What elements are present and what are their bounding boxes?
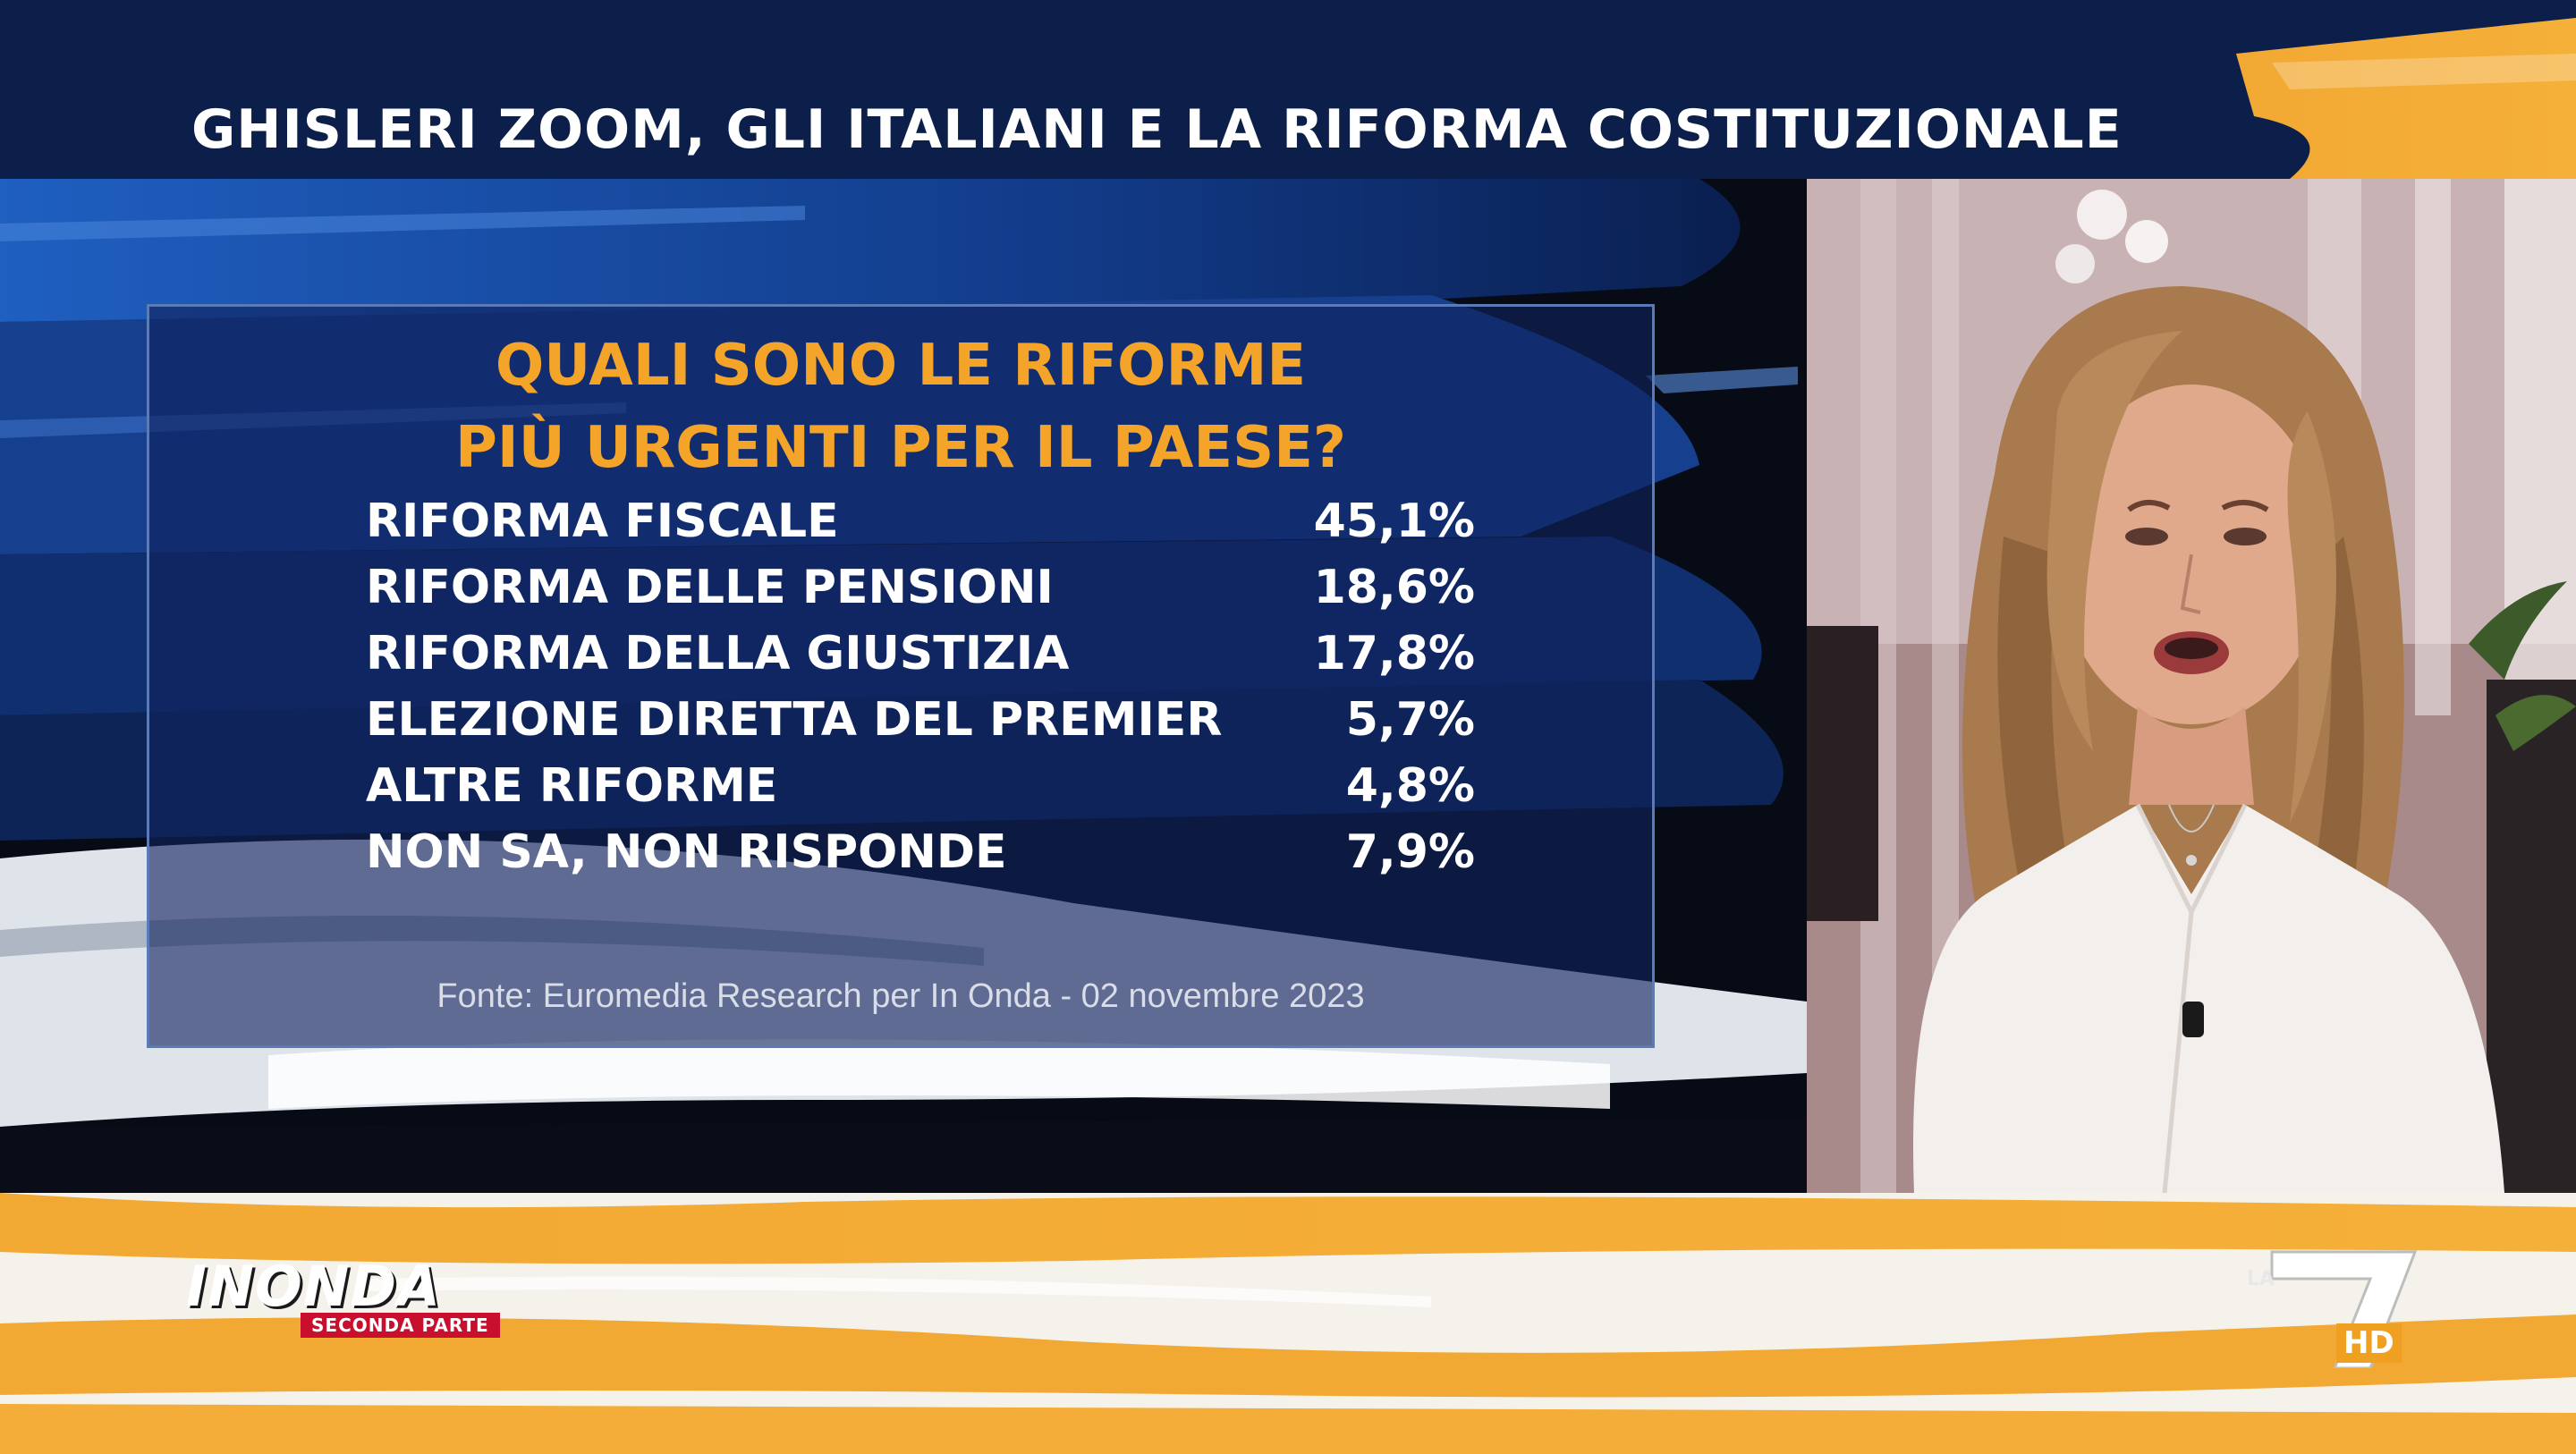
show-logo: INONDA SECONDA PARTE (186, 1254, 517, 1343)
poll-results-list: RIFORMA FISCALE 45,1% RIFORMA DELLE PENS… (366, 495, 1600, 892)
poll-question-line-2: PIÙ URGENTI PER IL PAESE? (454, 415, 1347, 481)
segment-title: GHISLERI ZOOM, GLI ITALIANI E LA RIFORMA… (191, 98, 2123, 161)
result-label: RIFORMA DELLA GIUSTIZIA (366, 627, 1070, 681)
result-value: 18,6% (1313, 561, 1475, 614)
result-label: ALTRE RIFORME (366, 759, 778, 813)
show-logo-text: INONDA (186, 1254, 441, 1319)
poll-source: Fonte: Euromedia Research per In Onda - … (436, 977, 1365, 1015)
poll-question: QUALI SONO LE RIFORME PIÙ URGENTI PER IL… (149, 325, 1652, 489)
show-logo-subtitle: SECONDA PARTE (301, 1313, 500, 1338)
result-row: ELEZIONE DIRETTA DEL PREMIER 5,7% (366, 693, 1600, 759)
title-bar: GHISLERI ZOOM, GLI ITALIANI E LA RIFORMA… (0, 0, 2576, 179)
result-row: NON SA, NON RISPONDE 7,9% (366, 825, 1600, 892)
channel-logo: LA HD (2236, 1234, 2424, 1370)
result-label: RIFORMA FISCALE (366, 495, 839, 548)
result-row: RIFORMA FISCALE 45,1% (366, 495, 1600, 561)
result-value: 4,8% (1345, 759, 1475, 813)
result-value: 7,9% (1345, 825, 1475, 879)
result-value: 17,8% (1313, 627, 1475, 681)
channel-logo-prefix: LA (2247, 1268, 2275, 1290)
result-value: 5,7% (1345, 693, 1475, 747)
result-row: RIFORMA DELLA GIUSTIZIA 17,8% (366, 627, 1600, 693)
result-label: RIFORMA DELLE PENSIONI (366, 561, 1054, 614)
result-label: ELEZIONE DIRETTA DEL PREMIER (366, 693, 1223, 747)
poll-panel: QUALI SONO LE RIFORME PIÙ URGENTI PER IL… (147, 304, 1655, 1048)
poll-question-line-1: QUALI SONO LE RIFORME (495, 333, 1307, 399)
guest-video-feed (1807, 179, 2576, 1193)
result-row: ALTRE RIFORME 4,8% (366, 759, 1600, 825)
result-row: RIFORMA DELLE PENSIONI 18,6% (366, 561, 1600, 627)
hd-badge: HD (2336, 1323, 2402, 1363)
result-value: 45,1% (1313, 495, 1475, 548)
result-label: NON SA, NON RISPONDE (366, 825, 1007, 879)
